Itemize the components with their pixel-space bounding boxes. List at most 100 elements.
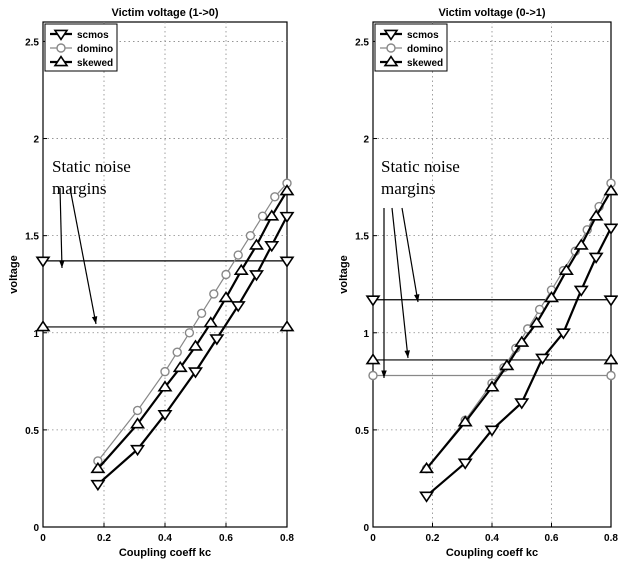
data-point (203, 316, 219, 328)
legend-swatch-marker (383, 29, 399, 41)
y-tick-label: 1.5 (25, 232, 39, 243)
data-point (514, 398, 530, 410)
data-point (264, 240, 280, 253)
data-point (157, 409, 173, 422)
x-tick-label: 0 (370, 533, 376, 544)
x-tick-label: 0.6 (219, 533, 233, 544)
x-tick-label: 0.8 (280, 533, 294, 544)
data-point (535, 353, 551, 365)
noise-margin-marker (35, 320, 51, 332)
annotation-arrow (69, 187, 97, 325)
noise-margin-marker (279, 320, 295, 332)
data-point (419, 461, 435, 474)
data-point (209, 334, 225, 346)
x-tick-label: 0 (40, 533, 46, 544)
data-point (196, 308, 207, 319)
noise-margin-marker (365, 353, 381, 365)
noise-margin-marker (365, 295, 381, 307)
data-point (249, 238, 264, 250)
data-point (573, 285, 589, 297)
noise-margin-marker (603, 353, 618, 365)
data-point (264, 209, 280, 221)
x-tick-label: 0.4 (485, 533, 499, 544)
annotation-text: Static noise (52, 157, 131, 176)
y-axis-label: voltage (338, 255, 350, 294)
annotation-arrowhead (414, 294, 420, 302)
legend-swatch-marker (53, 29, 69, 41)
y-tick-label: 2 (363, 135, 369, 146)
y-tick-label: 2 (33, 135, 39, 146)
legend-swatch-marker (386, 43, 396, 53)
data-point (230, 301, 246, 313)
data-point (457, 458, 473, 470)
x-tick-label: 0.2 (97, 533, 111, 544)
annotation-text: margins (52, 179, 106, 198)
annotation-arrow (401, 207, 419, 303)
series-skewed (90, 184, 295, 474)
data-point (130, 444, 146, 457)
data-point (573, 238, 589, 250)
y-tick-label: 2.5 (355, 37, 369, 48)
chart-panel-1: 0 0.2 0.4 0.6 0.8 0 0.5 1 1.5 2 2.5 Victim voltage … (8, 7, 295, 559)
data-point (588, 209, 604, 221)
y-tick-label: 2.5 (25, 37, 39, 48)
data-point (218, 290, 234, 303)
data-point (270, 192, 280, 202)
legend-label: scmos (77, 30, 109, 41)
data-point (558, 263, 574, 276)
legend-label: domino (407, 44, 443, 55)
data-point (603, 223, 618, 235)
data-point (279, 184, 295, 196)
data-point (499, 358, 515, 371)
data-point (257, 211, 268, 221)
data-point (188, 367, 203, 379)
annotation-text: Static noise (381, 157, 460, 176)
data-point (249, 270, 264, 282)
annotation-arrowhead (381, 370, 387, 378)
data-point (233, 263, 249, 276)
y-tick-label: 0 (33, 523, 39, 534)
data-point (157, 380, 173, 392)
data-point (279, 211, 295, 224)
y-tick-label: 1 (33, 329, 39, 340)
noise-margin-marker (368, 370, 378, 381)
x-tick-label: 0.2 (426, 533, 440, 544)
x-axis-label: Coupling coeff kc (119, 547, 211, 559)
x-tick-label: 0.6 (545, 533, 559, 544)
y-tick-label: 1.5 (355, 232, 369, 243)
data-point (555, 328, 571, 340)
data-point (484, 380, 500, 392)
data-point (245, 230, 256, 241)
data-point (484, 425, 500, 437)
annotation-arrowhead (91, 316, 98, 324)
data-point (90, 479, 106, 492)
data-point (184, 328, 195, 338)
y-tick-label: 0 (363, 523, 369, 534)
data-point (209, 289, 219, 299)
y-tick-label: 1 (363, 329, 369, 340)
series-scmos (90, 211, 295, 492)
x-axis-label: Coupling coeff kc (446, 547, 538, 559)
noise-margin-marker (35, 256, 51, 268)
data-point (514, 335, 530, 347)
x-tick-label: 0.8 (604, 533, 618, 544)
data-point (588, 252, 604, 264)
chart-title: Victim voltage (0->1) (438, 7, 545, 19)
data-point (160, 366, 170, 377)
noise-margin-marker (279, 256, 295, 268)
legend-swatch-marker (383, 55, 399, 67)
legend-label: skewed (77, 58, 113, 69)
legend-label: skewed (407, 58, 443, 69)
chart-panel-2: 0 0.2 0.4 0.6 0.8 0 0.5 1 1.5 2 2.5 Victim voltage … (338, 7, 618, 559)
annotation-arrowhead (404, 350, 410, 358)
noise-margin-marker (606, 370, 616, 381)
data-point (603, 184, 618, 196)
series-scmos (419, 223, 618, 503)
annotation-arrow (59, 187, 63, 269)
annotation-arrowhead (59, 260, 65, 268)
annotation-arrow (391, 207, 409, 359)
data-point (233, 250, 243, 260)
legend-label: domino (77, 44, 113, 55)
